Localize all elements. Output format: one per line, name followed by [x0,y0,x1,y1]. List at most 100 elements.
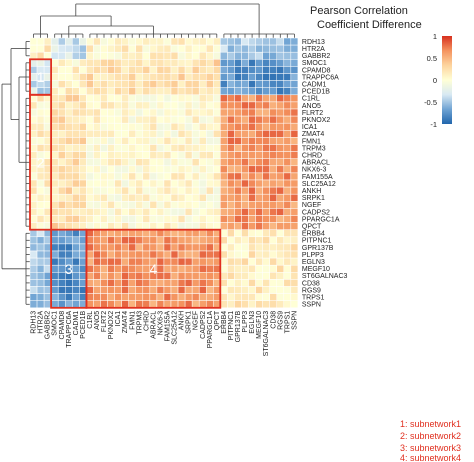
heatmap-cell [65,201,73,209]
heatmap-cell [198,172,207,181]
heatmap-cell [93,115,101,124]
heatmap-cell [43,257,52,266]
heatmap-cell [86,186,94,195]
column-label: CHRD [143,311,150,331]
heatmap-cell [255,158,263,167]
heatmap-cell [170,229,179,238]
heatmap-cell [191,179,200,188]
heatmap-cell [50,165,59,174]
heatmap-cell [29,51,38,60]
heatmap-cell [100,151,108,159]
heatmap-cell [57,293,66,301]
heatmap-cell [213,137,221,145]
heatmap-cell [206,208,214,216]
heatmap-cell [36,59,45,67]
heatmap-cell [72,115,80,124]
heatmap-cell [93,137,101,145]
heatmap-cell [290,44,299,53]
row-label: ANO5 [302,103,321,110]
heatmap-cell [234,264,242,273]
heatmap-cell [156,264,165,273]
heatmap-cell [72,87,80,96]
heatmap-cell [72,122,80,131]
heatmap-cell [100,236,108,245]
heatmap-cell [43,186,52,195]
heatmap-cell [213,215,221,223]
heatmap-cell [269,300,278,309]
heatmap-cell [255,272,263,280]
heatmap-cell [255,286,263,294]
heatmap-cell [128,193,136,202]
heatmap-cell [234,272,242,280]
heatmap-cell [79,172,87,181]
heatmap-cell [36,236,45,245]
heatmap-cell [128,87,136,96]
colorbar-tick-label: 0.5 [427,54,437,63]
heatmap-cell [36,293,45,301]
heatmap-cell [93,201,101,209]
heatmap-cell [114,179,122,188]
heatmap-cell [156,51,165,60]
heatmap-cell [36,257,45,266]
heatmap-cell [234,115,242,124]
row-label: PPARGC1A [302,216,340,223]
heatmap-cell [163,80,172,88]
heatmap-cell [50,94,59,103]
heatmap-cell [184,215,193,223]
heatmap-cell [248,257,256,266]
heatmap-cell [86,158,94,167]
heatmap-cell [43,101,52,110]
heatmap-cell [43,115,52,124]
heatmap-cell [227,272,235,280]
row-label: CPAMD8 [302,67,331,74]
heatmap-cell [121,108,129,117]
heatmap-cell [198,130,207,138]
heatmap-cell [227,193,235,202]
heatmap-cell [177,44,186,53]
heatmap-cell [128,286,136,294]
heatmap-cell [184,101,193,110]
heatmap-cell [79,250,87,259]
column-label: CD38 [270,311,277,329]
heatmap-cell [163,222,172,230]
column-label: ERBB4 [221,311,228,334]
heatmap-cell [198,94,207,103]
heatmap-cell [177,179,186,188]
heatmap-cell [234,51,242,60]
heatmap-cell [128,94,136,103]
heatmap-cell [100,101,108,110]
heatmap-cell [170,257,179,266]
heatmap-cell [184,286,193,294]
heatmap-cell [227,51,235,60]
heatmap-cell [50,264,59,273]
heatmap-cell [57,94,66,103]
heatmap-cell [36,179,45,188]
heatmap-cell [107,87,115,96]
row-label: PCED1B [302,89,330,96]
heatmap-cell [93,144,101,152]
heatmap-cell [121,236,129,245]
heatmap-cell [198,108,207,117]
heatmap-cell [220,264,228,273]
heatmap-cell [170,101,179,110]
heatmap-cell [206,257,214,266]
heatmap-cell [65,144,73,152]
heatmap-cell [142,108,151,117]
heatmap-cell [276,208,285,216]
heatmap-cell [149,87,158,96]
column-label: FLRT2 [101,311,108,332]
heatmap-cell [128,80,136,88]
heatmap-cell [241,144,249,152]
heatmap-cell [213,186,221,195]
heatmap-cell [170,264,179,273]
heatmap-cell [149,172,158,181]
heatmap-cell [262,208,270,216]
column-label: RGS9 [277,311,284,330]
heatmap-cell [65,186,73,195]
heatmap-cell [114,264,122,273]
heatmap-cell [135,87,144,96]
heatmap-cell [198,193,207,202]
heatmap-cell [184,37,193,46]
heatmap-cell [290,51,299,60]
heatmap-cell [163,66,172,74]
